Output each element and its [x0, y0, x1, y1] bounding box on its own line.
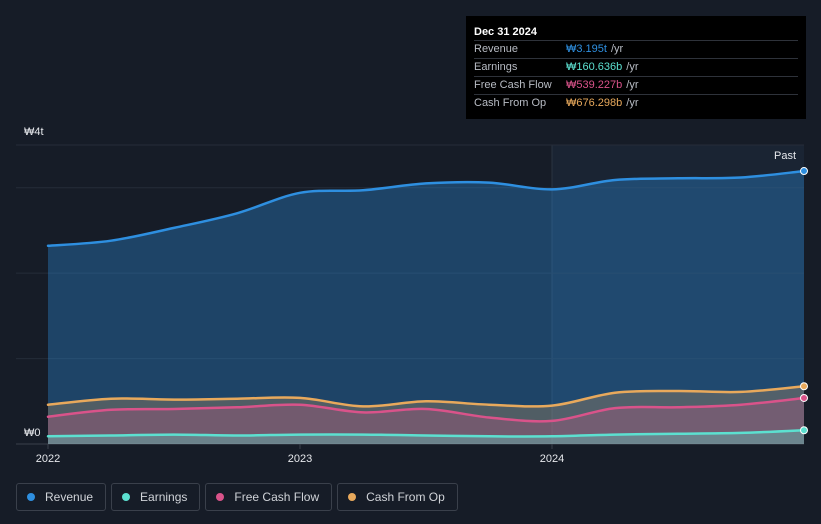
area-cash-from-op — [48, 386, 804, 444]
tooltip-unit: /yr — [626, 97, 639, 109]
tooltip-row-earnings: Earnings ₩160.636b/yr — [474, 58, 798, 76]
endpoint-revenue — [800, 167, 808, 176]
tooltip-value: ₩3.195t — [566, 43, 607, 55]
x-tick-label: 2023 — [288, 453, 312, 465]
tooltip-row-revenue: Revenue ₩3.195t/yr — [474, 40, 798, 58]
y-axis-top-label: ₩4t — [24, 126, 44, 138]
past-region — [552, 145, 804, 444]
legend-dot-icon — [27, 493, 35, 501]
legend-item-free-cash-flow[interactable]: Free Cash Flow — [205, 483, 333, 511]
tooltip-label: Revenue — [474, 43, 519, 55]
legend-item-earnings[interactable]: Earnings — [111, 483, 201, 511]
area-free-cash-flow — [48, 398, 804, 444]
x-axis: 2022 2023 2024 — [36, 444, 564, 465]
legend-dot-icon — [122, 493, 131, 501]
y-axis-bottom-label: ₩0 — [24, 427, 41, 439]
tooltip-value: ₩160.636b — [566, 61, 623, 73]
line-free-cash-flow — [46, 396, 806, 423]
endpoint-earnings — [800, 426, 808, 435]
legend-dot-icon — [348, 493, 357, 501]
chart-grid — [16, 144, 804, 445]
tooltip-value: ₩676.298b — [566, 97, 623, 109]
tooltip-label: Cash From Op — [474, 97, 547, 109]
endpoint-cash-from-op — [800, 382, 808, 391]
tooltip-label: Earnings — [474, 61, 518, 73]
legend-label: Free Cash Flow — [234, 490, 320, 504]
line-earnings — [46, 428, 806, 438]
tooltip-unit: /yr — [610, 43, 624, 55]
x-tick-label: 2024 — [540, 453, 564, 465]
chart-series — [46, 167, 808, 444]
legend-item-revenue[interactable]: Revenue — [16, 483, 107, 511]
tooltip-date: Dec 31 2024 — [474, 26, 537, 38]
legend-label: Revenue — [45, 490, 94, 504]
legend: Revenue Earnings Free Cash Flow Cash From O… — [16, 483, 458, 511]
line-cash-from-op — [46, 385, 806, 408]
area-earnings — [48, 430, 804, 444]
tooltip-label: Free Cash Flow — [474, 79, 552, 91]
legend-label: Cash From Op — [366, 490, 445, 504]
past-label: Past — [774, 150, 797, 162]
endpoint-free-cash-flow — [800, 393, 808, 402]
legend-label: Earnings — [140, 490, 188, 504]
legend-item-cash-from-op[interactable]: Cash From Op — [337, 483, 458, 511]
area-revenue — [48, 171, 804, 444]
tooltip-row-cash-from-op: Cash From Op ₩676.298b/yr — [474, 94, 798, 112]
tooltip-unit: /yr — [626, 79, 639, 91]
tooltip-unit: /yr — [626, 61, 639, 73]
legend-dot-icon — [216, 493, 225, 501]
tooltip-row-free-cash-flow: Free Cash Flow ₩539.227b/yr — [474, 76, 798, 94]
x-tick-label: 2022 — [36, 453, 60, 465]
line-revenue — [46, 169, 806, 248]
tooltip-value: ₩539.227b — [566, 79, 623, 91]
tooltip: Dec 31 2024 Revenue ₩3.195t/yr Earnings ₩16… — [466, 16, 806, 119]
chart-background — [551, 145, 804, 444]
